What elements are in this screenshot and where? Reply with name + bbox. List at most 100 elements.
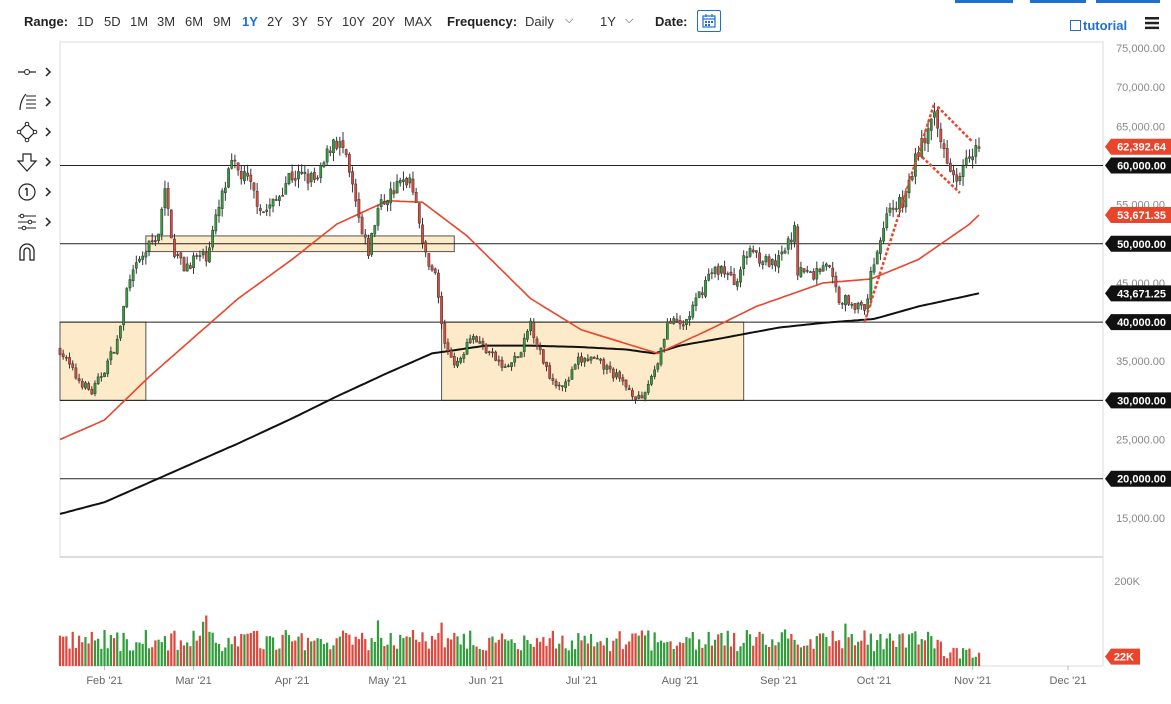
range-20y-button[interactable]: 20Y xyxy=(372,14,396,29)
shapes-icon xyxy=(16,121,52,143)
y-tick-label: 15,000.00 xyxy=(1116,513,1165,525)
candle-body xyxy=(271,198,275,207)
volume-bar xyxy=(663,642,666,666)
range-2y-button[interactable]: 2Y xyxy=(267,14,283,29)
volume-bar xyxy=(497,639,500,666)
counter-tool[interactable] xyxy=(14,180,58,204)
candle-body xyxy=(723,266,726,275)
candle-body xyxy=(115,338,119,354)
range-3y-button[interactable]: 3Y xyxy=(292,14,308,29)
volume-bar xyxy=(748,634,752,666)
volume-bar xyxy=(739,646,742,666)
price-badge-ma200: 43,671.25 xyxy=(1105,285,1171,302)
candle-body xyxy=(195,255,199,257)
volume-bar xyxy=(701,647,704,666)
volume-bar xyxy=(936,639,939,666)
candle-body xyxy=(589,356,593,361)
x-tick-label: Apr '21 xyxy=(275,675,310,687)
arrow-tool[interactable] xyxy=(14,150,58,174)
volume-bar xyxy=(688,638,691,666)
shapes-tool[interactable] xyxy=(14,120,58,144)
range-1y-button[interactable]: 1Y xyxy=(242,14,258,29)
fibonacci-icon xyxy=(19,93,52,111)
badge-label: 62,392.64 xyxy=(1117,142,1167,154)
volume-bar xyxy=(125,639,128,666)
candle-body xyxy=(376,208,380,226)
x-tick-label: Feb '21 xyxy=(86,675,122,687)
candle-body xyxy=(154,240,157,242)
tutorial-link[interactable]: tutorial xyxy=(1070,18,1127,33)
volume-bar xyxy=(923,640,927,666)
range-6m-button[interactable]: 6M xyxy=(185,14,204,29)
calendar-button[interactable] xyxy=(697,10,721,32)
crosshair-tool[interactable] xyxy=(14,60,58,84)
candle-body xyxy=(551,378,555,381)
range-1d-button[interactable]: 1D xyxy=(77,14,94,29)
volume-bar xyxy=(577,633,580,666)
hamburger-menu-icon[interactable] xyxy=(1145,16,1159,30)
volume-bar xyxy=(259,648,262,666)
volume-bar xyxy=(961,648,965,666)
range-1m-button[interactable]: 1M xyxy=(130,14,149,29)
candle-body xyxy=(437,272,440,298)
candle-body xyxy=(510,362,513,367)
volume-bar xyxy=(418,641,421,666)
fibonacci-tool[interactable] xyxy=(14,90,58,114)
candle-body xyxy=(631,390,634,397)
candle-body xyxy=(653,369,657,377)
candle-body xyxy=(605,365,609,370)
range-3m-button[interactable]: 3M xyxy=(157,14,176,29)
chart-toolbar: Range: 1D 5D 1M 3M 6M 9M 1Y 2Y 3Y 5Y 10Y… xyxy=(0,0,1171,42)
top-tab-1[interactable] xyxy=(955,0,1013,3)
period-select[interactable]: 1Y xyxy=(600,14,616,29)
volume-bar xyxy=(500,633,504,666)
chevron-down-icon[interactable]: ⌵ xyxy=(565,14,574,26)
candle-body xyxy=(815,267,819,280)
range-5y-button[interactable]: 5Y xyxy=(317,14,333,29)
volume-bars xyxy=(58,615,981,666)
volume-bar xyxy=(351,644,354,666)
volume-bar xyxy=(446,638,450,666)
volume-bar xyxy=(135,642,138,666)
candle-body xyxy=(290,171,294,181)
y-tick-label: 70,000.00 xyxy=(1116,82,1165,94)
range-5d-button[interactable]: 5D xyxy=(104,14,121,29)
candle-body xyxy=(847,295,850,305)
candle-body xyxy=(255,190,259,207)
range-max-button[interactable]: MAX xyxy=(404,14,433,29)
pattern-tool[interactable] xyxy=(14,210,58,234)
candle-body xyxy=(246,172,249,177)
volume-bar xyxy=(160,642,163,666)
volume-bar xyxy=(236,646,240,666)
volume-bar xyxy=(357,639,361,666)
candle-body xyxy=(774,260,777,267)
volume-bar xyxy=(198,635,202,666)
volume-bar xyxy=(224,647,227,666)
candle-body xyxy=(64,357,68,359)
range-9m-button[interactable]: 9M xyxy=(213,14,232,29)
range-10y-button[interactable]: 10Y xyxy=(342,14,366,29)
volume-bar xyxy=(602,645,605,666)
frequency-select[interactable]: Daily xyxy=(525,14,554,29)
volume-bar xyxy=(545,645,548,666)
volume-bar xyxy=(628,641,631,666)
x-tick-label: Nov '21 xyxy=(954,675,991,687)
volume-bar xyxy=(252,630,256,666)
volume-bar xyxy=(173,630,176,666)
top-tab-2[interactable] xyxy=(1030,0,1086,3)
volume-bar xyxy=(364,639,367,666)
volume-bar xyxy=(726,630,729,666)
candle-body xyxy=(481,340,485,345)
volume-bar xyxy=(472,645,475,666)
magnet-tool[interactable] xyxy=(14,240,58,264)
support-resistance-lines xyxy=(60,164,1103,480)
chevron-down-icon[interactable]: ⌵ xyxy=(625,14,634,26)
volume-bar xyxy=(796,644,799,666)
candle-body xyxy=(691,304,695,318)
candle-body xyxy=(233,159,237,162)
top-tab-3[interactable] xyxy=(1096,0,1160,3)
volume-bar xyxy=(325,642,329,666)
volume-bar xyxy=(729,646,733,666)
volume-bar xyxy=(427,648,430,666)
